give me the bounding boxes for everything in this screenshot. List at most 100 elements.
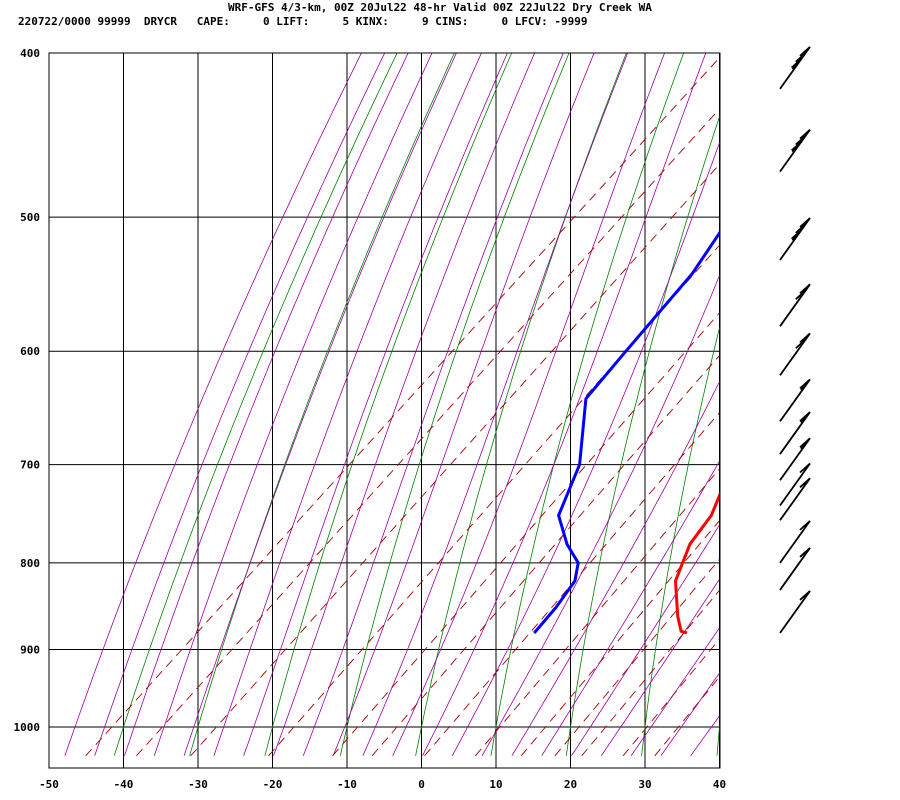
dry-adiabat	[716, 717, 720, 756]
wind-barb	[779, 128, 811, 173]
moist-adiabat	[362, 53, 629, 756]
y-tick-label: 1000	[14, 721, 41, 734]
moist-adiabat	[273, 53, 536, 756]
y-tick-label: 800	[20, 557, 40, 570]
moist-adiabat	[124, 53, 409, 756]
dry-adiabat	[113, 53, 398, 756]
wind-barb	[779, 332, 811, 376]
wind-barbs	[779, 46, 811, 634]
wind-barb-flag	[795, 223, 807, 234]
moist-adiabat	[94, 53, 386, 756]
wind-barb-flag	[795, 52, 807, 63]
dry-adiabat	[339, 53, 570, 756]
y-tick-label: 400	[20, 47, 40, 60]
moist-adiabat	[422, 53, 707, 756]
moist-adiabat	[600, 577, 720, 757]
wind-barb	[779, 283, 811, 327]
wind-barb	[779, 590, 811, 634]
wind-barb-flag	[799, 520, 811, 531]
y-tick-label: 900	[20, 643, 40, 656]
moist-adiabat	[332, 53, 595, 756]
mixing-ratio-line	[371, 354, 720, 757]
wind-barb	[779, 462, 811, 507]
wind-barb	[779, 378, 811, 422]
dry-adiabat	[641, 324, 720, 756]
wind-barb-flag	[799, 411, 811, 422]
wind-barb-half-flag	[800, 384, 807, 391]
x-tick-label: -20	[263, 778, 283, 791]
dry-adiabat	[189, 53, 455, 756]
profiles	[533, 229, 720, 635]
wind-barb	[779, 437, 811, 481]
wind-barb-half-flag	[800, 443, 807, 450]
wind-barb-flag	[799, 462, 811, 474]
y-tick-label: 700	[20, 459, 40, 472]
moist-adiabat	[243, 53, 508, 756]
wind-barb-flag	[799, 217, 811, 228]
wind-barb-flag	[795, 134, 807, 146]
wind-barb-half-flag	[791, 234, 799, 241]
moist-adiabat	[541, 459, 720, 756]
mixing-ratio-line	[136, 107, 720, 757]
dry-adiabat	[264, 53, 513, 756]
wind-barb-flag	[799, 477, 811, 488]
wind-barb-flag	[799, 46, 811, 57]
moist-adiabat	[481, 273, 720, 756]
temperature-profile	[674, 490, 720, 635]
wind-barb-half-flag	[791, 146, 799, 153]
wind-barb	[779, 411, 811, 455]
wind-barb-flag	[799, 378, 811, 390]
wind-barb-half-flag	[800, 417, 807, 424]
moist-adiabat	[721, 46, 900, 756]
wind-barb-flag	[799, 590, 811, 601]
wind-barb-staff	[779, 462, 811, 507]
mixing-ratio-line	[332, 311, 720, 757]
moist-adiabat	[660, 671, 720, 757]
wind-barb-flag	[790, 57, 803, 69]
mixing-ratio-line	[85, 56, 720, 757]
dry-adiabat	[868, 44, 900, 756]
wind-barb-staff	[779, 520, 811, 564]
dewpoint-profile	[533, 229, 720, 634]
wind-barb-flag	[790, 229, 803, 240]
wind-barb	[779, 520, 811, 564]
wind-barb	[779, 46, 811, 90]
x-tick-label: -50	[39, 778, 59, 791]
wind-barb-staff	[779, 547, 811, 591]
moist-adiabat	[183, 53, 457, 756]
wind-barb-flag	[799, 128, 811, 140]
plot-frame	[48, 52, 721, 769]
background-lines	[64, 44, 900, 757]
mixing-ratio-line	[268, 243, 720, 757]
moist-adiabat	[64, 53, 362, 756]
x-tick-label: 30	[638, 778, 651, 791]
moist-adiabat	[511, 379, 720, 756]
moist-adiabat	[302, 53, 564, 756]
y-tick-label: 500	[20, 211, 40, 224]
wind-barb-staff	[779, 477, 811, 521]
x-tick-label: -10	[337, 778, 357, 791]
x-tick-label: -30	[188, 778, 208, 791]
x-tick-label: 20	[564, 778, 577, 791]
y-tick-label: 600	[20, 345, 40, 358]
wind-barb	[779, 217, 811, 261]
moist-adiabat	[213, 53, 482, 756]
wind-barb-flag	[799, 547, 811, 558]
wind-barb-flag	[799, 332, 811, 344]
moist-adiabat	[451, 140, 720, 756]
x-tick-label: 40	[713, 778, 726, 791]
wind-barb-staff	[779, 590, 811, 634]
dry-adiabat	[490, 53, 685, 756]
moist-adiabat	[630, 626, 720, 757]
tick-labels: -50 -40 -30 -20 -10 0 10 20 30 40 400 500 600 700 800 9…	[14, 47, 727, 791]
station-index-line: 220722/0000 99999 DRYCR CAPE: 0 LIFT: 5 …	[18, 15, 588, 28]
plot-area	[49, 53, 720, 768]
moist-adiabat	[571, 523, 720, 757]
moist-adiabat	[392, 53, 666, 756]
wind-barb-flag	[799, 437, 811, 448]
dry-adiabat	[792, 44, 900, 756]
chart-title: WRF-GFS 4/3-km, 00Z 20Jul22 48-hr Valid …	[228, 1, 652, 14]
x-tick-label: -40	[114, 778, 134, 791]
dry-adiabat	[565, 113, 720, 756]
